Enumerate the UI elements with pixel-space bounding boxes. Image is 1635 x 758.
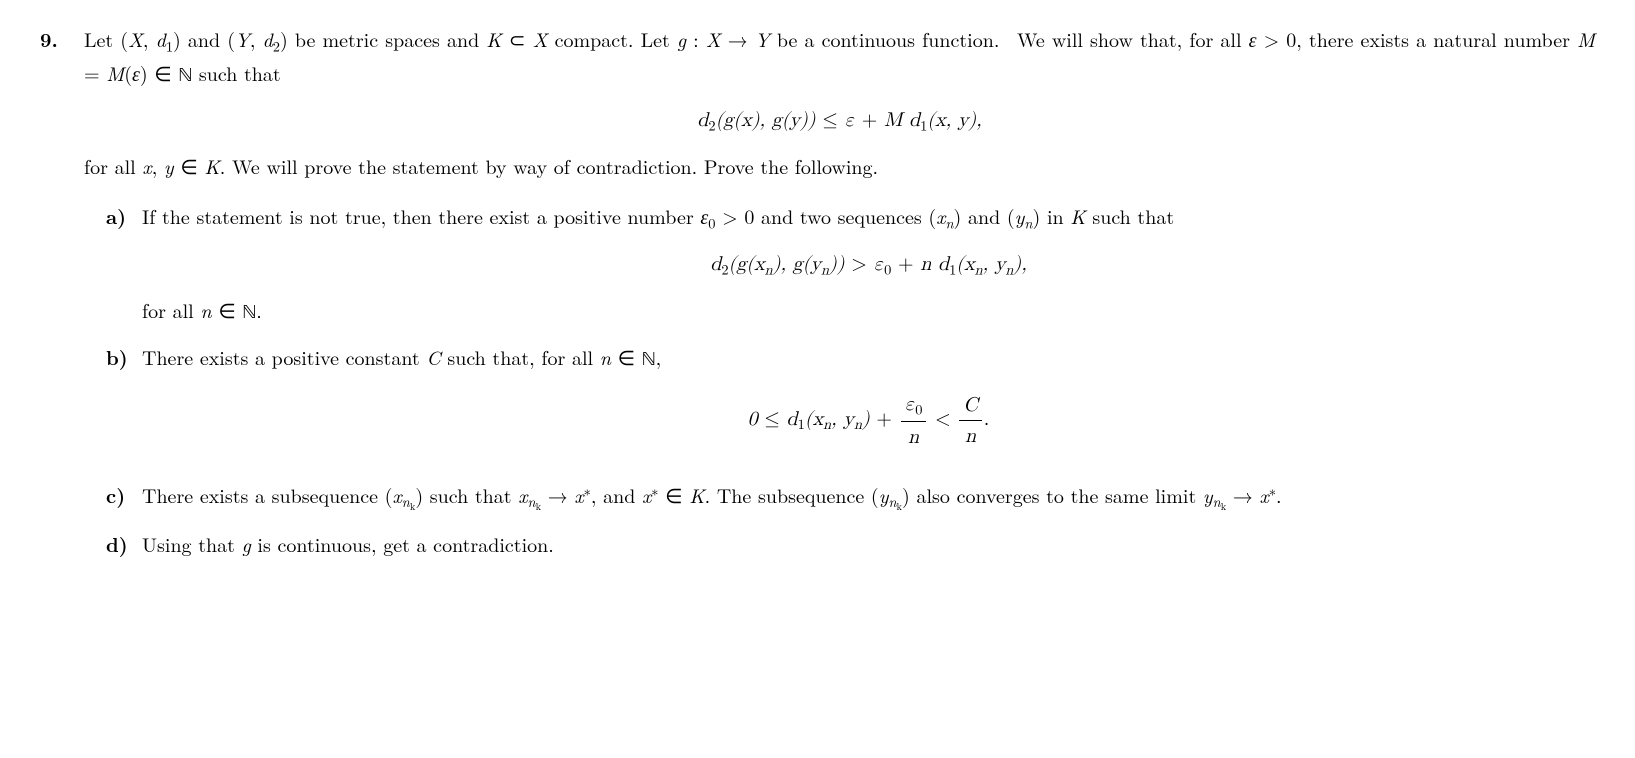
subpart-c: c) There exists a subsequence (xnk) such… — [106, 480, 1595, 515]
subpart-label: a) — [106, 201, 142, 231]
problem-number: 9. — [40, 24, 84, 54]
subpart-after: for all n ∈ ℕ. — [142, 295, 1595, 328]
problem-9: 9. Let (X, d1) and (Y, d2) be metric spa… — [40, 24, 1595, 573]
problem-body: Let (X, d1) and (Y, d2) be metric spaces… — [84, 24, 1595, 573]
subpart-text: There exists a positive constant C such … — [142, 342, 661, 371]
subpart-label: d) — [106, 529, 142, 559]
subpart-body: Using that g is continuous, get a contra… — [142, 529, 1595, 559]
display-equation-b: 0 ≤ d1(xn, yn) + ε0n < Cn. — [142, 389, 1595, 452]
subpart-body: There exists a subsequence (xnk) such th… — [142, 480, 1595, 515]
subpart-a: a) If the statement is not true, then th… — [106, 201, 1595, 328]
subpart-body: There exists a positive constant C such … — [142, 342, 1595, 466]
problem-intro: Let (X, d1) and (Y, d2) be metric spaces… — [84, 24, 1595, 87]
subpart-body: If the statement is not true, then there… — [142, 201, 1595, 328]
subpart-d: d) Using that g is continuous, get a con… — [106, 529, 1595, 559]
subpart-text: There exists a subsequence (xnk) such th… — [142, 480, 1282, 509]
subpart-text: If the statement is not true, then there… — [142, 201, 1174, 230]
subpart-label: b) — [106, 342, 142, 372]
problem-after-equation-1: for all x, y ∈ K. We will prove the stat… — [84, 151, 1595, 181]
subpart-list: a) If the statement is not true, then th… — [84, 201, 1595, 559]
subpart-b: b) There exists a positive constant C su… — [106, 342, 1595, 466]
display-equation-1: d2(g(x), g(y)) ≤ ε + M d1(x, y), — [84, 105, 1595, 137]
subpart-label: c) — [106, 480, 142, 510]
display-equation-a: d2(g(xn), g(yn)) > ε0 + n d1(xn, yn), — [142, 249, 1595, 281]
subpart-text: Using that g is continuous, get a contra… — [142, 529, 554, 558]
